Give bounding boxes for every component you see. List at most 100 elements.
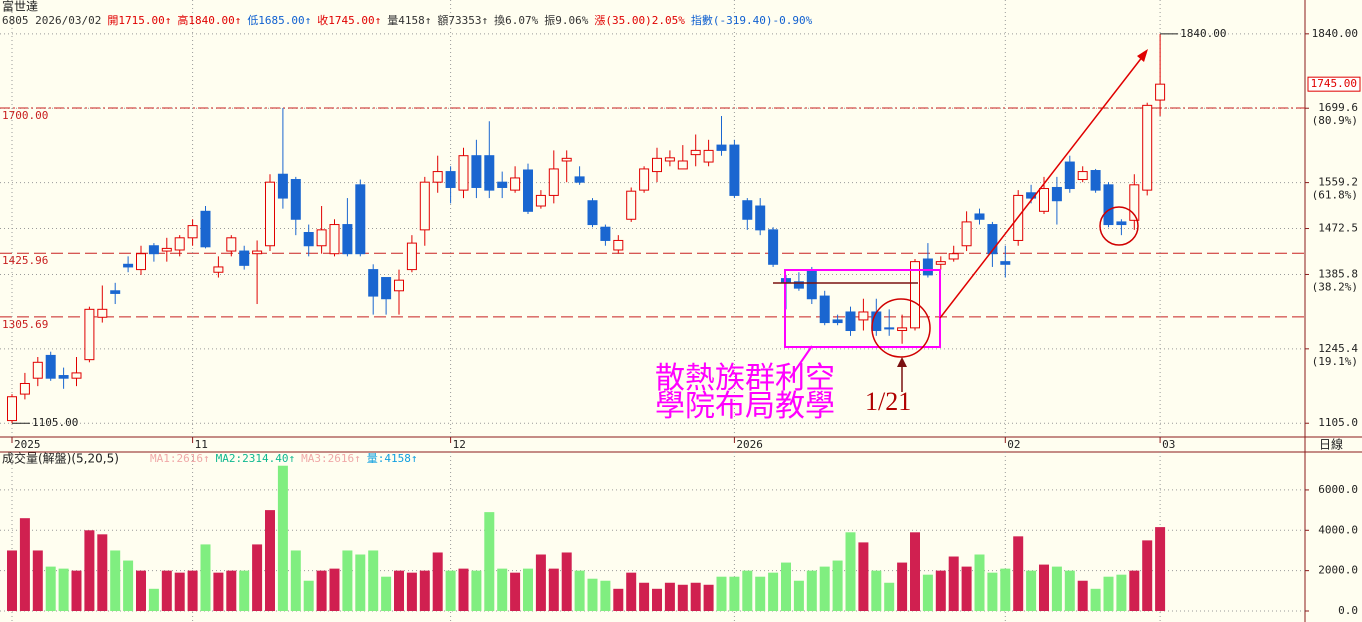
candle-body [368,269,379,297]
candle-body [161,247,172,252]
info-item: 換6.07% [494,14,538,27]
volume-bar [252,544,263,611]
info-item: 低1685.00↑ [247,14,311,27]
volume-bar [1026,570,1037,611]
candle-body [97,308,108,318]
candle-body [187,225,198,239]
candle-body [148,245,159,255]
volume-bar [626,572,637,611]
y-tick-label: 2000.0 [1318,564,1358,577]
candle-body [471,155,482,188]
info-item: 振9.06% [544,13,588,27]
info-item: 指數(-319.40)-0.90% [691,13,813,27]
candle-body [652,157,662,173]
annotation: 1/21 [865,387,911,416]
volume-bar [781,562,791,611]
volume-bar [858,542,869,611]
candle-body [755,205,766,231]
volume-bar [1064,570,1075,611]
volume-bar [510,572,521,611]
candle-body [445,171,456,188]
candle-body [1077,171,1088,181]
volume-bar [574,570,585,611]
volume-bar [548,568,559,611]
volume-bar [226,570,237,611]
candle-body [342,224,353,255]
candle-body [7,396,17,422]
volume-bar [19,518,30,611]
legend-item: MA2:2314.40↑ [216,452,295,465]
volume-bar [342,550,353,611]
volume-bar [871,570,882,611]
volume-bar [1051,566,1062,611]
candle-body [832,319,843,324]
legend-item: MA1:2616↑ [150,452,210,465]
candle-body [1116,221,1127,226]
candle-body [1051,186,1062,202]
y-tick-label: 1699.6 [1318,101,1358,114]
candle-body [626,190,637,220]
volume-bar [355,554,366,611]
volume-bar [1039,564,1049,611]
candle-body [1103,184,1114,226]
x-tick-label: 11 [195,438,208,451]
candle-body [136,253,146,271]
candle-body [974,213,985,220]
x-tick-label: 2026 [736,438,763,451]
y-tick-label: 6000.0 [1318,483,1358,496]
candle-body [329,224,340,255]
volume-legend: MA1:2616↑ MA2:2314.40↑ MA3:2616↑ 量:4158↑ [150,452,417,465]
candle-body [510,177,521,191]
candle-body [174,237,185,251]
info-line: 6805 2026/03/02 開1715.00↑ 高1840.00↑ 低1685.0… [2,13,813,27]
info-item: 額73353↑ [437,14,488,27]
candle-body [703,149,714,163]
volume-bar [535,554,546,611]
candle-body [819,295,830,324]
volume-bar [690,582,701,611]
candle-body [19,382,30,395]
candle-body [58,375,69,379]
volume-bar [406,572,417,611]
stock-name: 富世達 [2,0,38,14]
candle-body [806,269,817,300]
volume-bar [419,570,430,611]
candle-body [290,179,301,220]
volume-bar [884,582,895,611]
volume-bar [652,588,662,611]
info-item: 收1745.00↑ [317,13,381,27]
volume-bar [729,576,740,611]
candle-body [316,229,327,247]
y-tick-label: 1472.5 [1318,222,1358,235]
highlight-circle [1099,206,1139,246]
y-tick-label: 1245.4 [1318,342,1358,355]
candle-body [948,253,959,260]
volume-bar [1000,568,1011,611]
candle-body [497,181,508,188]
y-tick-label: 1105.0 [1318,416,1358,429]
candle-body [239,250,250,266]
volume-bar [303,580,314,611]
y-tick-note: (38.2%) [1312,280,1358,293]
y-tick-label: 1385.8 [1318,267,1358,280]
arrow-head [1137,49,1148,62]
candle-body [664,157,675,162]
volume-bar [1116,574,1127,611]
candle-body [613,239,624,251]
volume-bar [523,568,533,611]
candle-body [742,200,753,220]
candle-body [716,144,727,151]
volume-bar [948,556,959,611]
y-tick-label: 0.0 [1338,604,1358,617]
volume-bar [1142,540,1153,611]
volume-bar [1077,580,1088,611]
volume-bar [1155,527,1166,611]
volume-bar [458,568,469,611]
volume-bar [935,570,946,611]
candle-body [226,237,237,252]
volume-bar [84,530,95,611]
volume-bar [329,568,340,611]
volume-bar [45,566,56,611]
volume-bar [497,568,508,611]
